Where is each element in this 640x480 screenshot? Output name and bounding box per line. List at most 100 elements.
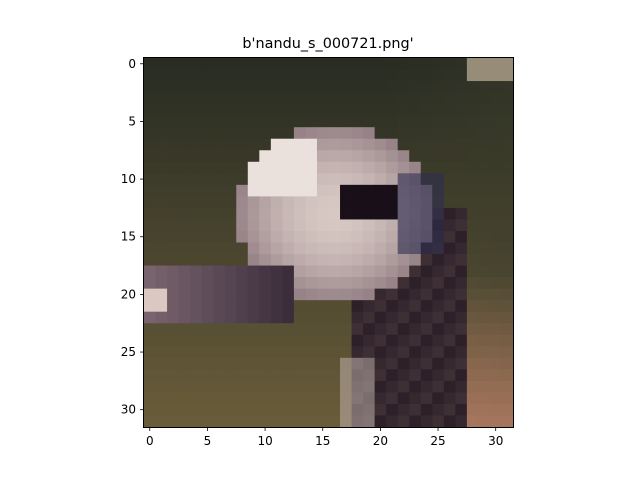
image-pixel bbox=[316, 138, 329, 151]
image-pixel bbox=[236, 369, 249, 382]
image-pixel bbox=[270, 150, 283, 163]
image-pixel bbox=[316, 127, 329, 140]
image-pixel bbox=[501, 81, 514, 93]
image-pixel bbox=[259, 161, 272, 174]
image-pixel bbox=[201, 81, 214, 93]
image-pixel bbox=[466, 300, 479, 313]
image-pixel bbox=[386, 58, 399, 70]
image-pixel bbox=[213, 104, 226, 117]
y-tick-label: 5 bbox=[128, 114, 136, 128]
image-pixel bbox=[397, 104, 410, 117]
image-pixel bbox=[420, 161, 433, 174]
image-pixel bbox=[236, 311, 249, 324]
image-pixel bbox=[328, 357, 341, 370]
image-pixel bbox=[397, 254, 410, 266]
image-pixel bbox=[259, 254, 272, 266]
image-pixel bbox=[340, 380, 352, 393]
image-pixel bbox=[316, 219, 329, 232]
image-pixel bbox=[328, 311, 341, 324]
image-pixel bbox=[293, 230, 306, 243]
image-pixel bbox=[270, 92, 283, 105]
image-pixel bbox=[224, 242, 237, 255]
image-pixel bbox=[259, 138, 272, 151]
image-pixel bbox=[236, 196, 249, 209]
image-pixel bbox=[478, 173, 491, 186]
image-pixel bbox=[397, 127, 410, 140]
image-pixel bbox=[247, 161, 260, 174]
image-pixel bbox=[420, 69, 433, 82]
image-pixel bbox=[236, 254, 249, 266]
image-pixel bbox=[201, 150, 214, 163]
image-pixel bbox=[178, 242, 191, 255]
image-pixel bbox=[501, 104, 514, 117]
image-pixel bbox=[443, 369, 456, 382]
image-pixel bbox=[374, 207, 387, 220]
image-pixel bbox=[478, 161, 491, 174]
image-pixel bbox=[374, 58, 387, 70]
image-pixel bbox=[386, 242, 399, 255]
image-pixel bbox=[270, 288, 283, 301]
image-pixel bbox=[155, 380, 168, 393]
image-pixel bbox=[178, 138, 191, 151]
image-pixel bbox=[236, 230, 249, 243]
image-pixel bbox=[328, 369, 341, 382]
image-pixel bbox=[155, 230, 168, 243]
image-pixel bbox=[270, 173, 283, 186]
image-pixel bbox=[224, 403, 237, 416]
image-pixel bbox=[501, 58, 514, 70]
image-pixel bbox=[213, 161, 226, 174]
image-pixel bbox=[340, 300, 352, 313]
image-pixel bbox=[190, 104, 203, 117]
image-pixel bbox=[259, 357, 272, 370]
image-pixel bbox=[443, 184, 456, 197]
image-pixel bbox=[443, 150, 456, 163]
image-pixel bbox=[167, 230, 179, 243]
image-pixel bbox=[478, 58, 491, 70]
image-pixel bbox=[213, 58, 226, 70]
image-pixel bbox=[224, 58, 237, 70]
image-pixel bbox=[178, 323, 191, 336]
image-pixel bbox=[144, 58, 156, 70]
image-pixel bbox=[144, 254, 156, 266]
image-pixel bbox=[501, 173, 514, 186]
image-pixel bbox=[501, 115, 514, 128]
image-pixel bbox=[259, 242, 272, 255]
image-pixel bbox=[409, 69, 422, 82]
image-pixel bbox=[247, 323, 260, 336]
image-pixel bbox=[363, 150, 376, 163]
image-pixel bbox=[501, 254, 514, 266]
image-pixel bbox=[443, 196, 456, 209]
image-pixel bbox=[432, 242, 445, 255]
image-pixel bbox=[374, 184, 387, 197]
image-pixel bbox=[247, 277, 260, 290]
image-pixel bbox=[316, 265, 329, 278]
image-pixel bbox=[466, 230, 479, 243]
image-pixel bbox=[201, 311, 214, 324]
image-pixel bbox=[478, 323, 491, 336]
image-pixel bbox=[259, 58, 272, 70]
image-pixel bbox=[455, 415, 468, 428]
image-pixel bbox=[293, 138, 306, 151]
image-pixel bbox=[328, 403, 341, 416]
image-pixel bbox=[455, 346, 468, 359]
image-pixel bbox=[363, 184, 376, 197]
image-pixel bbox=[489, 311, 502, 324]
image-pixel bbox=[397, 230, 410, 243]
image-pixel bbox=[178, 415, 191, 428]
image-pixel bbox=[374, 334, 387, 347]
image-pixel bbox=[397, 392, 410, 405]
image-pixel bbox=[363, 380, 376, 393]
image-pixel bbox=[167, 380, 179, 393]
image-pixel bbox=[282, 254, 295, 266]
image-pixel bbox=[351, 69, 364, 82]
image-pixel bbox=[270, 323, 283, 336]
image-pixel bbox=[363, 127, 376, 140]
image-pixel bbox=[201, 254, 214, 266]
image-pixel bbox=[386, 161, 399, 174]
image-pixel bbox=[466, 369, 479, 382]
image-pixel bbox=[409, 81, 422, 93]
image-pixel bbox=[443, 380, 456, 393]
image-pixel bbox=[167, 138, 179, 151]
image-pixel bbox=[259, 392, 272, 405]
image-pixel bbox=[386, 277, 399, 290]
